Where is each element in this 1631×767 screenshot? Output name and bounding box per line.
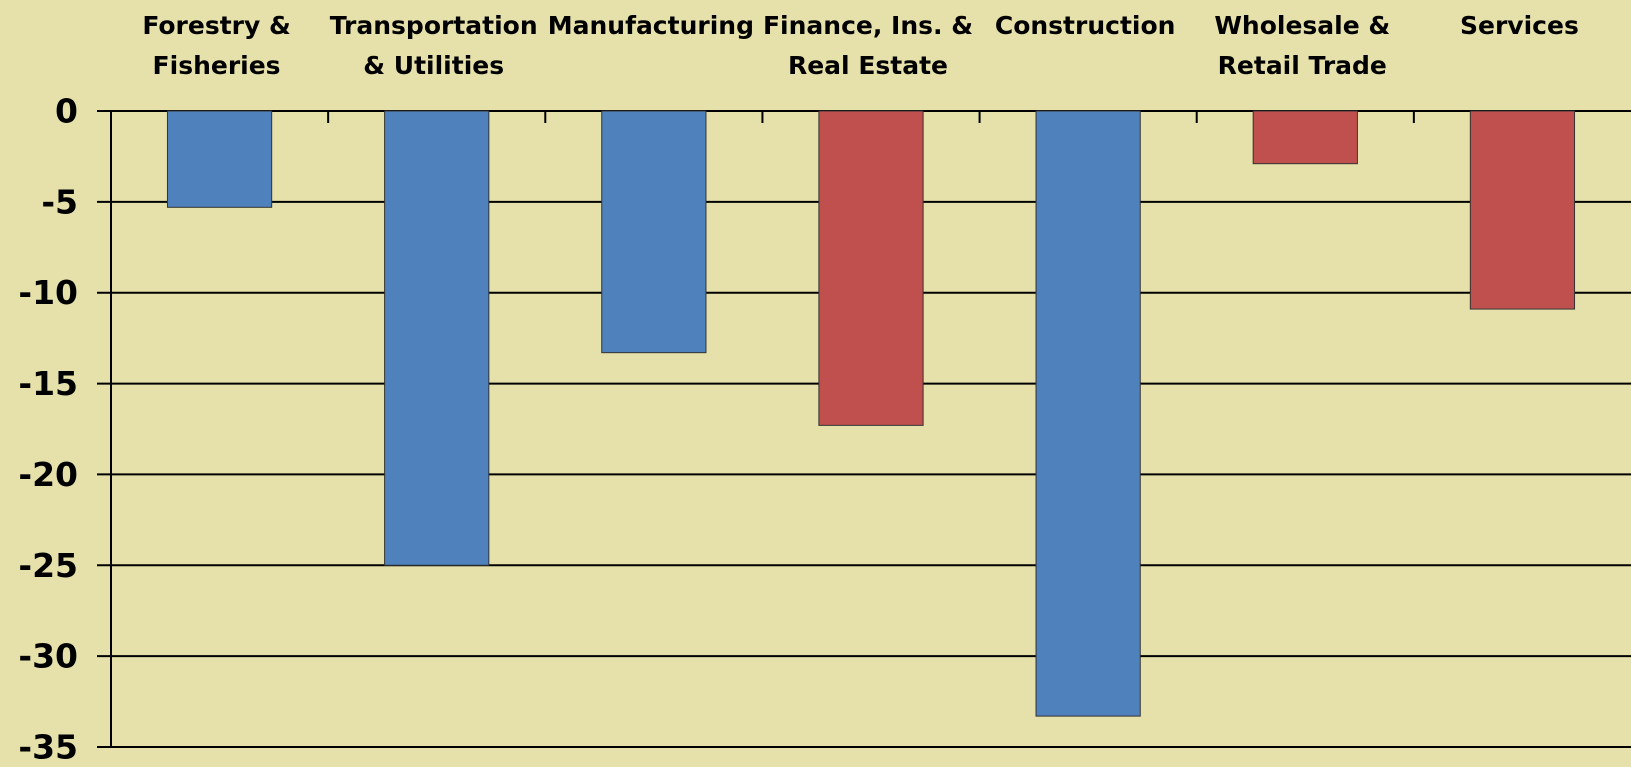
x-tick-label: Manufacturing [547,11,754,40]
bar [166,110,273,208]
x-tick-label: Wholesale & Retail Trade [1214,11,1391,80]
y-tick-label: -25 [18,546,78,585]
y-tick-label: -35 [18,728,78,767]
x-tick-label: Services [1460,11,1579,40]
bar [1469,110,1576,310]
bar [1252,110,1358,165]
y-tick-label: -5 [41,182,78,221]
x-tick-label: Construction [994,11,1176,40]
x-tick-label: Transportation & Utilities [329,11,538,80]
y-tick-label: -30 [18,637,78,676]
y-tick-label: 0 [55,92,78,131]
y-tick-label: -20 [18,455,78,494]
bar [1035,110,1141,717]
bar [601,110,707,354]
y-tick-label: -15 [18,364,78,403]
bar [818,110,924,426]
x-tick-label: Finance, Ins. & Real Estate [762,11,974,80]
y-tick-label: -10 [18,273,78,312]
x-tick-label: Forestry & Fisheries [142,11,291,80]
bar [384,110,490,566]
